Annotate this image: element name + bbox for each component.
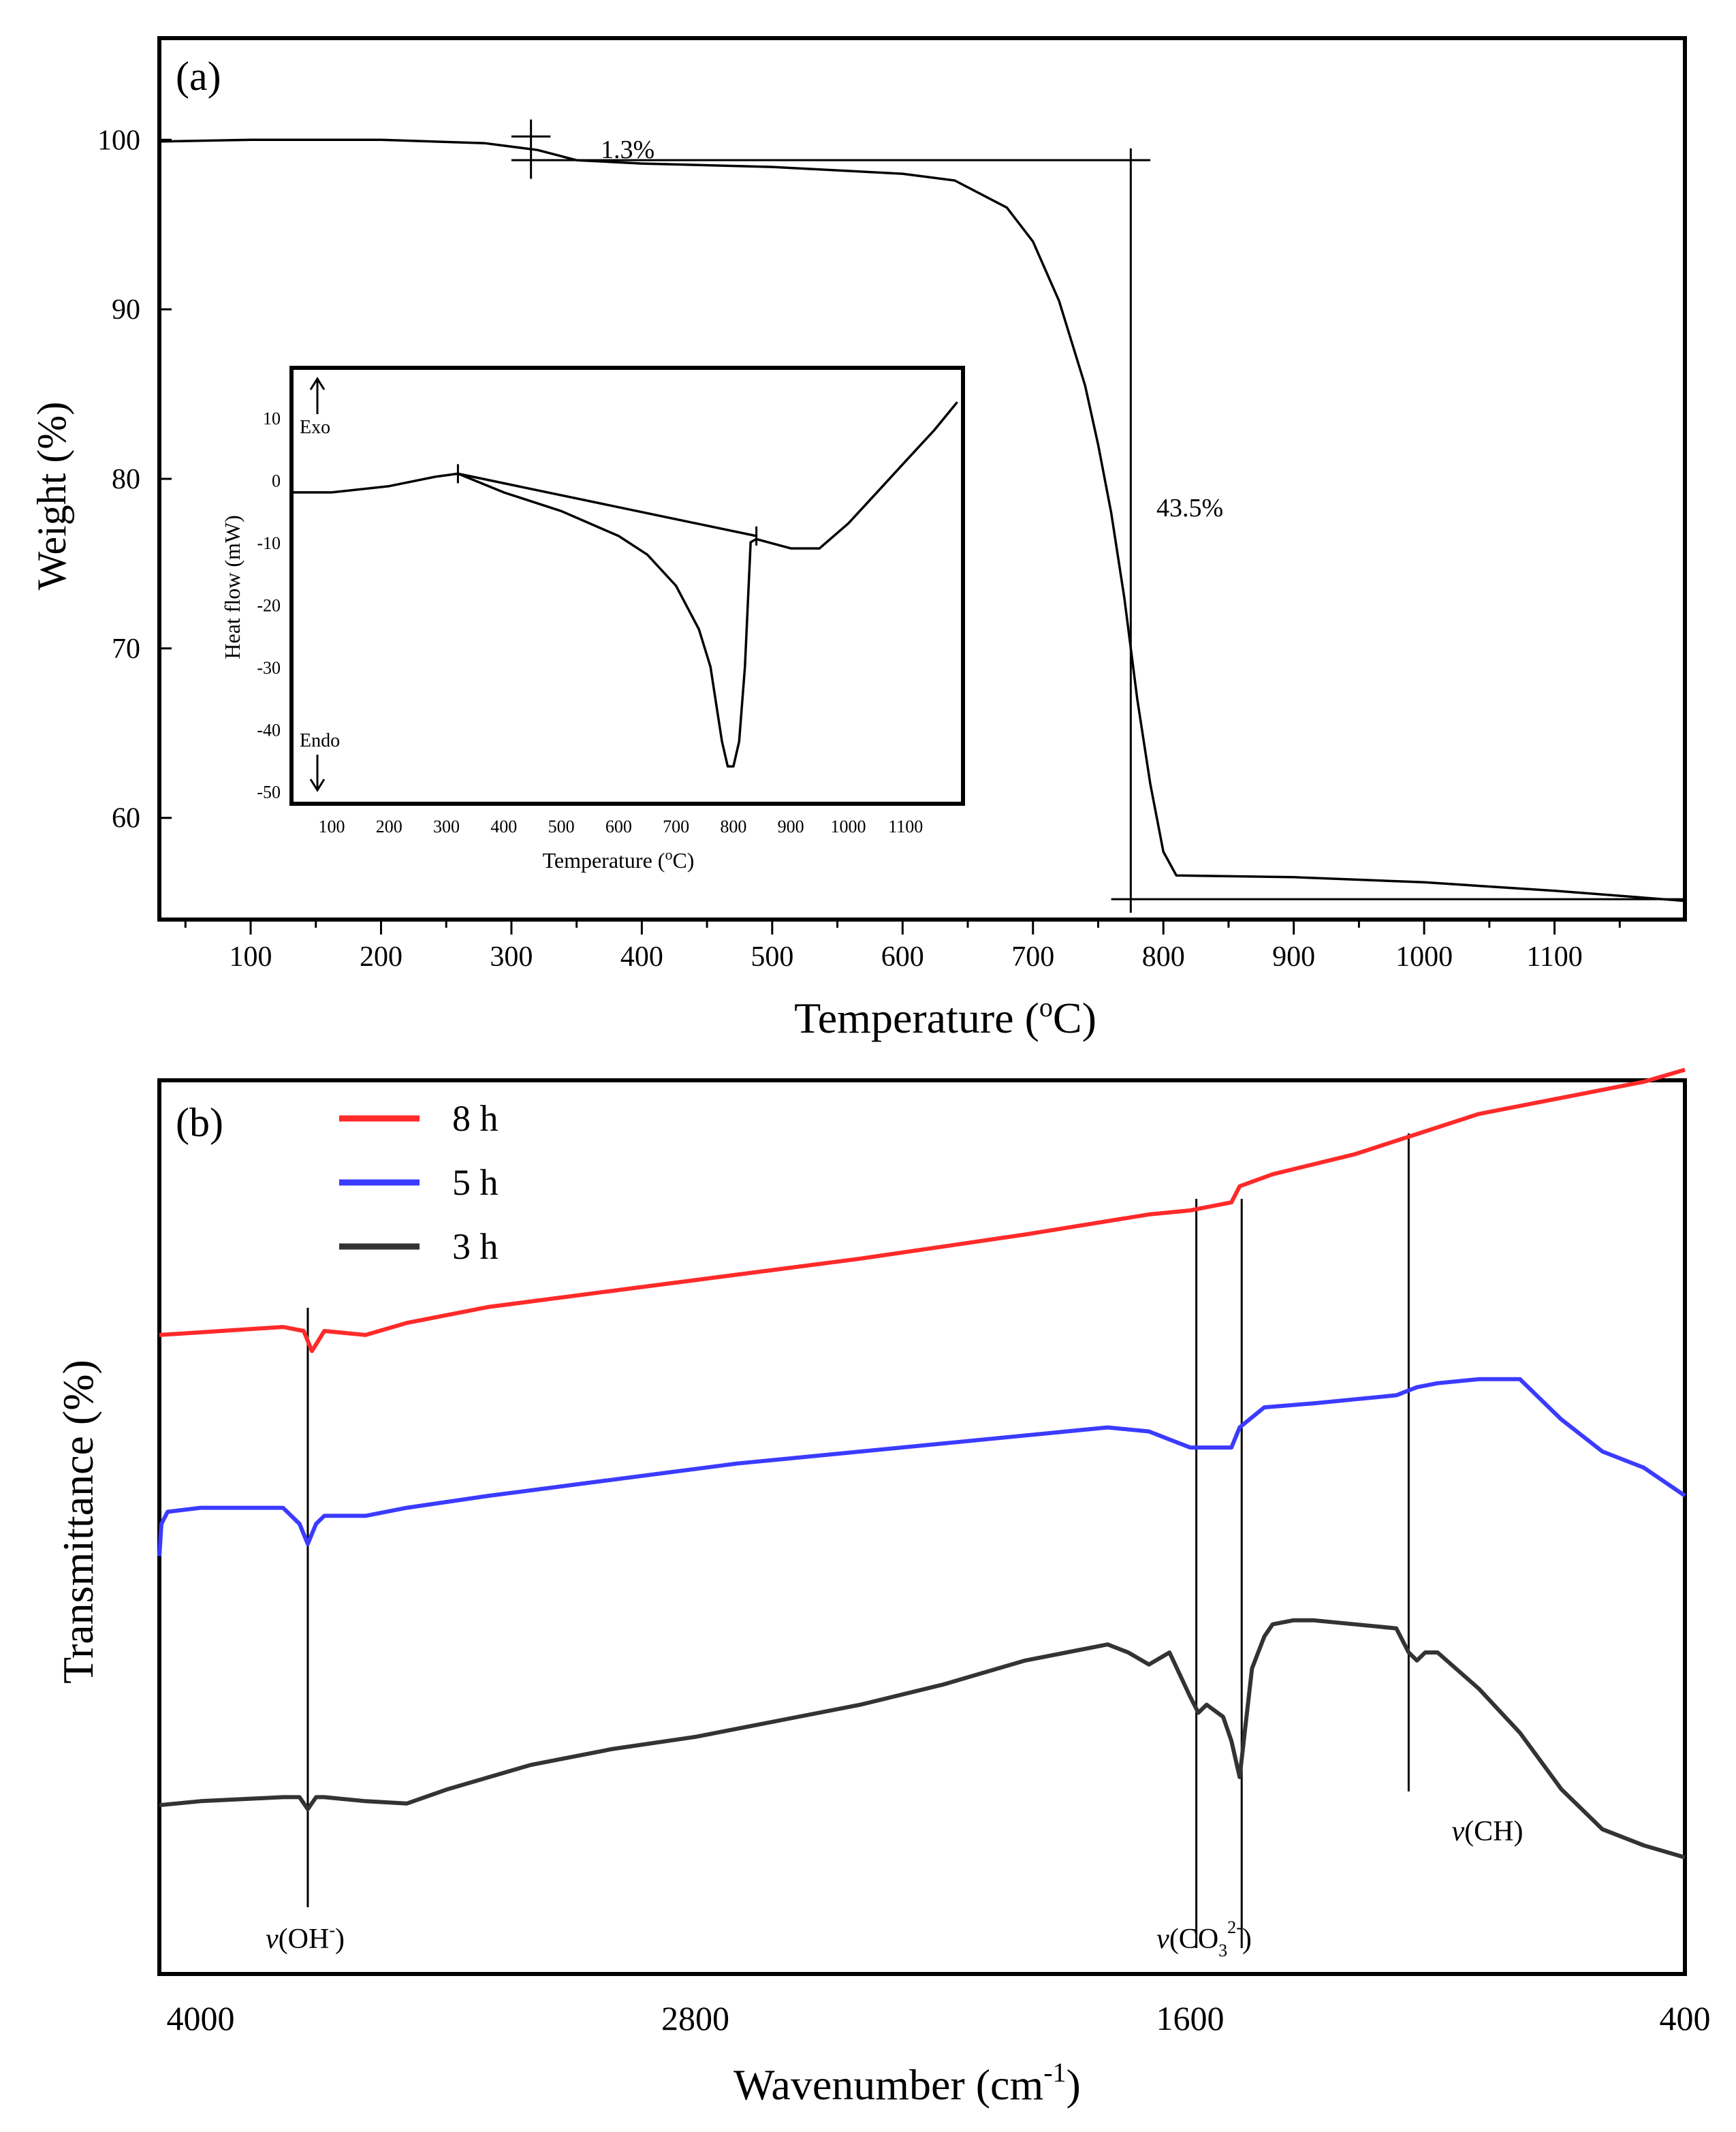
panel-a-x-label: Temperature (oC) bbox=[794, 992, 1096, 1042]
annotation-weight-loss-2: 43.5% bbox=[1156, 494, 1223, 522]
x-tick-label: 500 bbox=[751, 941, 793, 973]
ftir-series-8h bbox=[159, 1067, 1686, 1353]
inset-y-tick-label: -50 bbox=[257, 783, 281, 802]
panel-b-x-label: Wavenumber (cm-1) bbox=[733, 2057, 1081, 2109]
panel-b-x-axis: 4000 2800 1600 400 bbox=[167, 1999, 1711, 2037]
inset-x-tick-label: 800 bbox=[720, 817, 746, 836]
inset-x-tick-label: 100 bbox=[318, 817, 345, 836]
panel-a-label: (a) bbox=[176, 54, 221, 99]
x-tick-label: 400 bbox=[620, 941, 663, 973]
inset-endo-label: Endo bbox=[300, 730, 340, 751]
peak-annotation: ν(OH-) bbox=[266, 1920, 345, 1955]
x-tick-label: 1100 bbox=[1526, 941, 1582, 973]
panel-b-label: (b) bbox=[176, 1100, 223, 1145]
panel-a-x-axis: 100 200 300 400 500 600 700 800 900 1000 1100 bbox=[184, 920, 1621, 973]
inset-x-tick-label: 400 bbox=[490, 817, 517, 836]
panel-b-series bbox=[157, 1067, 1686, 1860]
inset-x-tick-label: 700 bbox=[663, 817, 689, 836]
annotation-weight-loss-1: 1.3% bbox=[601, 136, 654, 164]
x-tick-label: 300 bbox=[490, 941, 533, 973]
dsc-baseline bbox=[458, 472, 757, 537]
legend-label: 5 h bbox=[452, 1162, 499, 1203]
inset-x-tick-label: 600 bbox=[605, 817, 632, 836]
panel-b-legend: 8 h 5 h 3 h bbox=[339, 1098, 499, 1267]
endo-down-arrow-icon bbox=[309, 755, 326, 792]
x-tick-label: 400 bbox=[1660, 1999, 1711, 2037]
ftir-series-3h bbox=[159, 1618, 1686, 1860]
inset-x-tick-label: 200 bbox=[376, 817, 403, 836]
inset-y-tick-label: 10 bbox=[263, 409, 281, 428]
inset-x-tick-label: 500 bbox=[548, 817, 575, 836]
inset-frame bbox=[289, 366, 965, 806]
panel-a-construction-lines bbox=[511, 119, 1685, 913]
y-tick-label: 80 bbox=[112, 464, 140, 495]
y-tick-label: 70 bbox=[112, 633, 140, 665]
inset-dsc: 100-10-20-30-40-50 100 200 300 400 500 600 700… bbox=[220, 366, 965, 873]
inset-series bbox=[291, 401, 958, 768]
dsc-curve bbox=[291, 401, 958, 768]
inset-y-tick-label: 0 bbox=[272, 471, 281, 491]
exo-up-arrow-icon bbox=[309, 377, 326, 414]
inset-y-tick-label: -10 bbox=[257, 533, 281, 553]
panel-a-series bbox=[159, 138, 1686, 903]
peak-annotation: ν(CH) bbox=[1452, 1816, 1524, 1847]
inset-x-label: Temperature (oC) bbox=[543, 846, 695, 873]
peak-annotation: ν(CO32-) bbox=[1156, 1917, 1252, 1960]
inset-x-tick-label: 300 bbox=[433, 817, 460, 836]
legend-label: 3 h bbox=[452, 1226, 499, 1267]
ftir-series-5h bbox=[157, 1377, 1686, 1556]
x-tick-label: 700 bbox=[1011, 941, 1054, 973]
inset-y-tick-label: -30 bbox=[257, 658, 281, 678]
inset-y-axis: 10 0 -10 -20 -30 -40 -50 bbox=[257, 409, 281, 802]
inset-exo-label: Exo bbox=[300, 417, 330, 438]
y-tick-label: 100 bbox=[97, 125, 140, 156]
x-tick-label: 2800 bbox=[661, 1999, 729, 2037]
y-tick-label: 60 bbox=[112, 803, 140, 834]
inset-y-tick-label: -40 bbox=[257, 720, 281, 740]
panel-a-y-label: Weight (%) bbox=[29, 402, 74, 591]
x-tick-label: 100 bbox=[230, 941, 272, 973]
tga-curve bbox=[159, 138, 1686, 903]
inset-x-axis: 100 200 300 400 500 600 700 800 900 1000 1100 bbox=[318, 817, 923, 836]
x-tick-label: 1000 bbox=[1395, 941, 1453, 973]
x-tick-label: 900 bbox=[1272, 941, 1315, 973]
panel-a-frame bbox=[157, 36, 1687, 922]
inset-x-tick-label: 900 bbox=[778, 817, 804, 836]
panel-b-ftir: (b) 4000 2800 1600 400 8 h 5 h 3 h ν(OH-) ν(CO… bbox=[54, 1067, 1711, 2109]
x-tick-label: 1600 bbox=[1156, 1999, 1225, 2037]
panel-a-y-axis: 100 90 80 70 60 bbox=[97, 125, 172, 834]
inset-x-tick-label: 1100 bbox=[888, 817, 923, 836]
legend-label: 8 h bbox=[452, 1098, 499, 1139]
y-tick-label: 90 bbox=[112, 294, 140, 326]
inset-x-tick-label: 1000 bbox=[830, 817, 866, 836]
panel-b-annotations: ν(OH-) ν(CO32-) ν(CH) bbox=[266, 1816, 1523, 1960]
x-tick-label: 800 bbox=[1142, 941, 1185, 973]
x-tick-label: 200 bbox=[360, 941, 403, 973]
inset-y-tick-label: -20 bbox=[257, 595, 281, 615]
panel-b-y-label: Transmittance (%) bbox=[54, 1360, 102, 1684]
x-tick-label: 4000 bbox=[167, 1999, 235, 2037]
x-tick-label: 600 bbox=[881, 941, 924, 973]
inset-y-label: Heat flow (mW) bbox=[220, 515, 244, 659]
